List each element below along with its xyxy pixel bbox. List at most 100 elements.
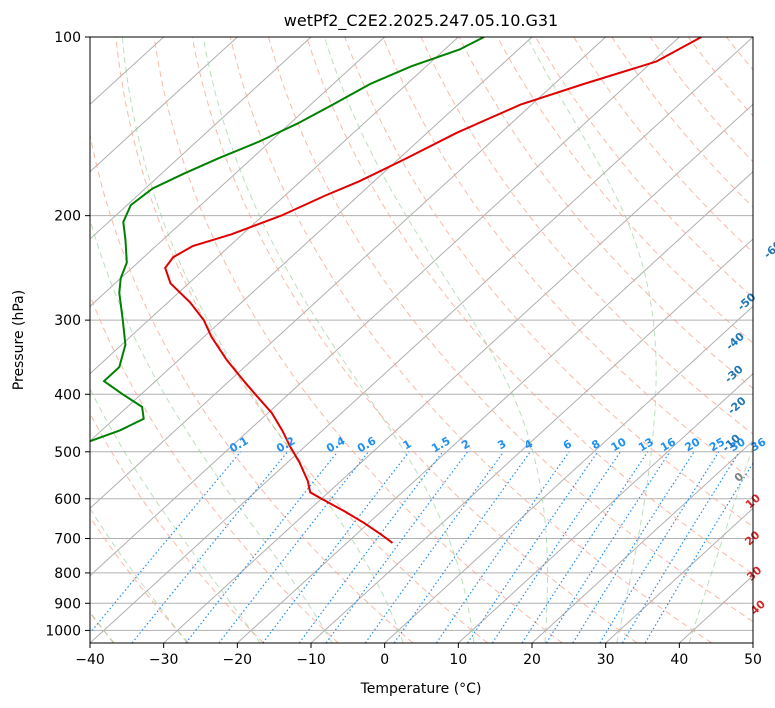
x-tick-label: 40 — [670, 652, 688, 668]
grid-lines — [90, 37, 753, 643]
moist-adiabat — [688, 444, 753, 643]
profile-line — [164, 37, 702, 544]
moist-adiabat — [121, 37, 404, 643]
dry-adiabat — [90, 412, 264, 643]
dry-adiabat — [458, 37, 753, 390]
mixing-ratio-line — [621, 451, 740, 643]
mixing-ratio-line — [435, 451, 570, 643]
temperature-contour-label: -70 — [773, 193, 775, 216]
isotherm-line — [752, 642, 753, 643]
x-tick-label: −20 — [223, 652, 253, 668]
y-tick-label: 800 — [54, 566, 81, 582]
dry-adiabat — [649, 37, 753, 163]
mixing-ratio-line — [185, 451, 339, 643]
chart-title: wetPf2_C2E2.2025.247.05.10.G31 — [284, 11, 558, 31]
x-tick-label: 10 — [449, 652, 467, 668]
dry-adiabat — [611, 37, 753, 208]
mixing-ratio-line — [364, 451, 505, 643]
isotherm-line — [531, 440, 753, 643]
mixing-ratio-label: 1 — [401, 437, 414, 452]
mixing-ratio-label: 3 — [495, 437, 508, 452]
y-tick-label: 900 — [54, 596, 81, 612]
isotherm-line — [310, 238, 753, 643]
y-tick-label: 700 — [54, 532, 81, 548]
dry-adiabat — [191, 37, 638, 643]
background-curves — [90, 37, 753, 643]
isotherm-line — [90, 37, 607, 510]
moist-adiabat — [90, 387, 261, 643]
isotherm-line — [90, 37, 238, 173]
dry-adiabat — [115, 37, 488, 643]
isotherm-line — [163, 103, 753, 643]
y-tick-label: 100 — [54, 30, 81, 46]
mixing-ratio-line — [131, 451, 289, 643]
moist-adiabat — [202, 37, 475, 643]
y-tick-label: 300 — [54, 313, 81, 329]
mixing-ratio-label: 8 — [589, 437, 602, 452]
y-axis-label: Pressure (hPa) — [11, 290, 27, 390]
dry-adiabat — [153, 37, 563, 643]
dry-adiabat — [420, 37, 753, 435]
mixing-ratio-line — [393, 451, 531, 643]
mixing-ratio-line — [466, 451, 599, 643]
mixing-ratio-line — [572, 451, 695, 643]
moist-adiabat — [90, 507, 188, 643]
isotherm-line — [90, 37, 753, 643]
temperature-contour-label: -40 — [723, 330, 747, 353]
x-tick-label: 30 — [597, 652, 615, 668]
mixing-ratio-line — [545, 451, 671, 643]
mixing-ratio-line — [644, 462, 753, 643]
isotherm-line — [90, 37, 459, 375]
isotherm-line — [90, 37, 680, 577]
dry-adiabat — [90, 294, 339, 643]
y-tick-label: 200 — [54, 209, 81, 225]
temperature-contour-label: -30 — [722, 362, 746, 385]
dry-adiabat — [573, 37, 753, 254]
x-tick-label: 20 — [523, 652, 541, 668]
mixing-ratio-line — [599, 451, 720, 643]
axes: −40 −30 −20 −10 0 10 20 30 40 50 100 200 300 400 500 60… — [45, 30, 762, 668]
dry-adiabat — [382, 37, 753, 481]
isotherm-line — [457, 372, 753, 643]
temperature-contour-label: -20 — [725, 394, 749, 417]
isotherm-line — [90, 37, 386, 308]
dry-adiabat — [344, 37, 753, 528]
y-tick-label: 600 — [54, 492, 81, 508]
mixing-ratio-line — [262, 451, 410, 643]
y-tick-label: 500 — [54, 445, 81, 461]
temperature-contour-label: 40 — [748, 597, 768, 617]
y-tick-label: 1000 — [45, 623, 81, 639]
isotherm-line — [236, 170, 753, 643]
moist-adiabat — [90, 217, 333, 643]
profile-series — [90, 37, 702, 544]
dry-adiabat — [229, 37, 712, 643]
dry-adiabat — [90, 516, 190, 643]
isotherm-line — [90, 37, 533, 442]
dry-adiabat — [90, 131, 414, 643]
dry-adiabat — [496, 37, 753, 344]
x-tick-label: −10 — [296, 652, 326, 668]
x-axis-label: Temperature (°C) — [360, 681, 482, 697]
profile-line — [90, 37, 485, 443]
plot-frame — [89, 36, 754, 644]
mixing-ratio-line — [218, 451, 369, 643]
moist-adiabat — [324, 37, 548, 643]
dry-adiabat — [306, 37, 753, 575]
isotherm-line — [90, 37, 312, 240]
temperature-contour-label: -50 — [735, 290, 759, 313]
isotherm-line — [384, 305, 753, 643]
x-tick-label: −40 — [75, 652, 105, 668]
mixing-ratio-label: 2 — [459, 437, 472, 452]
dry-adiabat — [268, 37, 753, 623]
y-tick-label: 400 — [54, 387, 81, 403]
isotherm-line — [605, 507, 753, 643]
x-tick-label: 50 — [744, 652, 762, 668]
contour-labels: 0.10.20.40.611.52346810131620253036-100-… — [227, 193, 775, 617]
mixing-ratio-label: 6 — [561, 437, 574, 452]
x-tick-label: 0 — [380, 652, 389, 668]
mixing-ratio-line — [491, 451, 621, 643]
x-tick-label: −30 — [149, 652, 179, 668]
mixing-ratio-line — [90, 451, 242, 634]
temperature-contour-label: -60 — [761, 238, 775, 261]
